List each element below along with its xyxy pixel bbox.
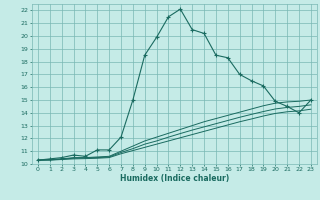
X-axis label: Humidex (Indice chaleur): Humidex (Indice chaleur) [120, 174, 229, 183]
